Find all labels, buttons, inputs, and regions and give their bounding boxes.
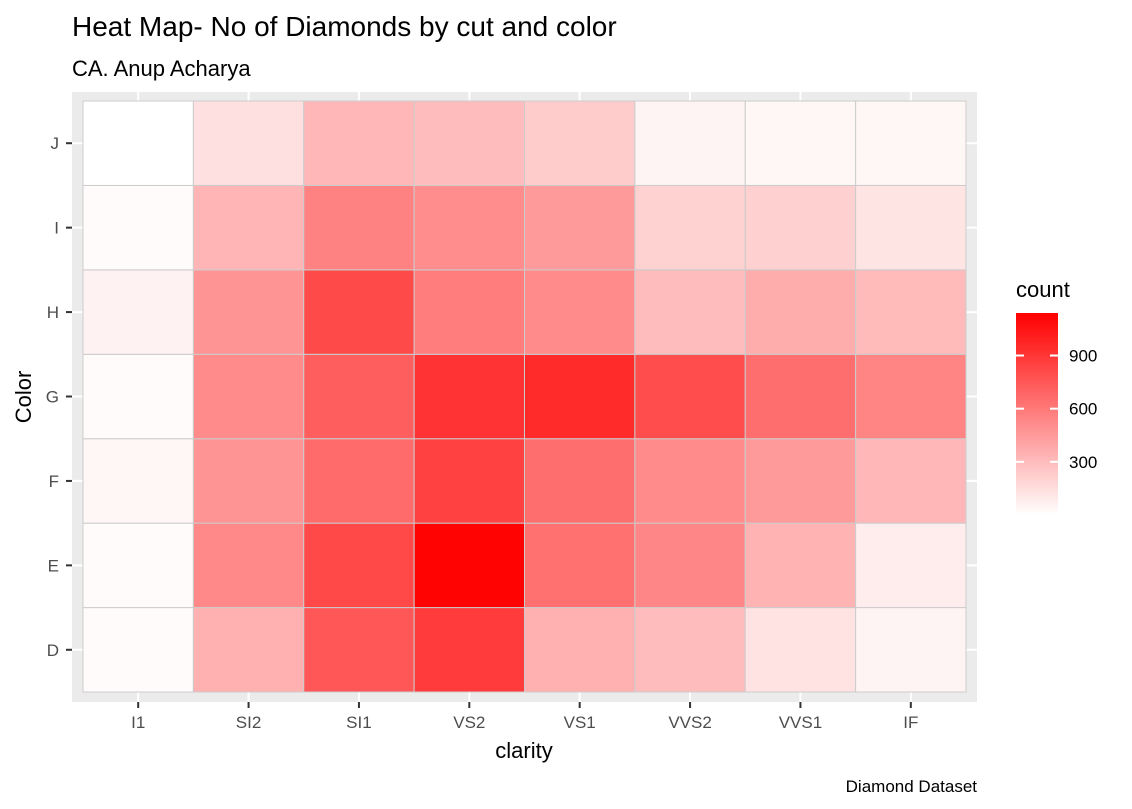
x-tick-label: VS2 <box>453 713 485 732</box>
heatmap-cell-vvs2-e <box>634 522 746 609</box>
heatmap-tiles <box>82 100 967 693</box>
heatmap-cell-vvs2-f <box>634 438 746 524</box>
heatmap-cell-si2-i <box>192 184 305 271</box>
x-tick-label: SI2 <box>236 713 262 732</box>
y-tick-label: I <box>54 219 59 238</box>
heatmap-cell-si2-j <box>192 100 305 186</box>
heatmap-cell-vs2-d <box>413 607 525 693</box>
heatmap-cell-vs1-d <box>524 607 636 693</box>
legend-tick-label: 900 <box>1069 347 1097 366</box>
heatmap-cell-vs1-i <box>524 184 636 271</box>
y-tick-label: G <box>46 388 59 407</box>
heatmap-cell-i1-d <box>82 607 194 693</box>
heatmap-cell-vs2-j <box>413 100 525 186</box>
heatmap-cell-si1-j <box>303 100 415 186</box>
heatmap-cell-vs1-j <box>524 100 636 186</box>
x-tick-label: VVS1 <box>779 713 822 732</box>
heatmap-cell-if-g <box>855 353 967 440</box>
heatmap-cell-si1-d <box>303 607 415 693</box>
heatmap-cell-vs2-e <box>413 522 525 609</box>
heatmap-cell-if-e <box>855 522 967 609</box>
legend-title: count <box>1016 277 1070 302</box>
heatmap-cell-si1-h <box>303 269 415 355</box>
y-tick-label: D <box>47 641 59 660</box>
chart-caption: Diamond Dataset <box>846 777 978 796</box>
heatmap-cell-vs1-g <box>524 353 636 440</box>
heatmap-cell-vvs1-j <box>744 100 857 186</box>
heatmap-cell-if-j <box>855 100 967 186</box>
heatmap-cell-vvs2-h <box>634 269 746 355</box>
heatmap-cell-si1-i <box>303 184 415 271</box>
legend-tick-label: 600 <box>1069 400 1097 419</box>
legend-color-bar <box>1016 313 1058 515</box>
heatmap-cell-vs2-g <box>413 353 525 440</box>
y-tick-label: E <box>48 556 59 575</box>
heatmap-cell-vvs1-d <box>744 607 857 693</box>
heatmap-cell-vvs2-d <box>634 607 746 693</box>
heatmap-cell-vvs1-h <box>744 269 857 355</box>
x-tick-label: I1 <box>131 713 145 732</box>
y-axis-title: Color <box>11 371 36 424</box>
heatmap-cell-i1-f <box>82 438 194 524</box>
heatmap-cell-if-d <box>855 607 967 693</box>
heatmap-cell-if-i <box>855 184 967 271</box>
heatmap-cell-vs1-f <box>524 438 636 524</box>
heatmap-cell-if-f <box>855 438 967 524</box>
heatmap-cell-si1-e <box>303 522 415 609</box>
legend-ticks: 300 600 900 <box>1016 347 1097 472</box>
heatmap-cell-si2-e <box>192 522 305 609</box>
y-tick-label: F <box>49 472 59 491</box>
heatmap-cell-vvs1-f <box>744 438 857 524</box>
x-axis-title: clarity <box>495 738 552 763</box>
heatmap-cell-i1-j <box>82 100 194 186</box>
heatmap-cell-si2-d <box>192 607 305 693</box>
color-legend: count 300 600 900 <box>1016 277 1097 515</box>
x-tick-label: VS1 <box>564 713 596 732</box>
heatmap-cell-vvs2-i <box>634 184 746 271</box>
legend-tick-label: 300 <box>1069 453 1097 472</box>
x-tick-label: VVS2 <box>668 713 711 732</box>
heatmap-cell-vs2-i <box>413 184 525 271</box>
heatmap-cell-si1-f <box>303 438 415 524</box>
heatmap-cell-vvs2-g <box>634 353 746 440</box>
heatmap-cell-vs1-e <box>524 522 636 609</box>
heatmap-cell-vvs1-g <box>744 353 857 440</box>
heatmap-cell-vs2-h <box>413 269 525 355</box>
y-tick-label: J <box>51 134 60 153</box>
x-tick-label: SI1 <box>346 713 372 732</box>
heatmap-cell-si2-g <box>192 353 305 440</box>
heatmap-cell-i1-g <box>82 353 194 440</box>
heatmap-cell-vvs1-e <box>744 522 857 609</box>
heatmap-cell-si1-g <box>303 353 415 440</box>
y-axis: D E F G H I J <box>46 134 72 660</box>
heatmap-cell-vvs1-i <box>744 184 857 271</box>
heatmap-cell-vs2-f <box>413 438 525 524</box>
x-axis: I1 SI2 SI1 VS2 VS1 VVS2 VVS1 IF <box>131 702 918 732</box>
heatmap-cell-i1-e <box>82 522 194 609</box>
heatmap-cell-vvs2-j <box>634 100 746 186</box>
heatmap-cell-vs1-h <box>524 269 636 355</box>
heatmap-cell-si2-f <box>192 438 305 524</box>
y-tick-label: H <box>47 303 59 322</box>
heatmap-cell-if-h <box>855 269 967 355</box>
chart-subtitle: CA. Anup Acharya <box>72 56 251 81</box>
heatmap-cell-i1-h <box>82 269 194 355</box>
heatmap-cell-si2-h <box>192 269 305 355</box>
heatmap-cell-i1-i <box>82 184 194 271</box>
chart-title: Heat Map- No of Diamonds by cut and colo… <box>72 11 617 42</box>
x-tick-label: IF <box>903 713 918 732</box>
